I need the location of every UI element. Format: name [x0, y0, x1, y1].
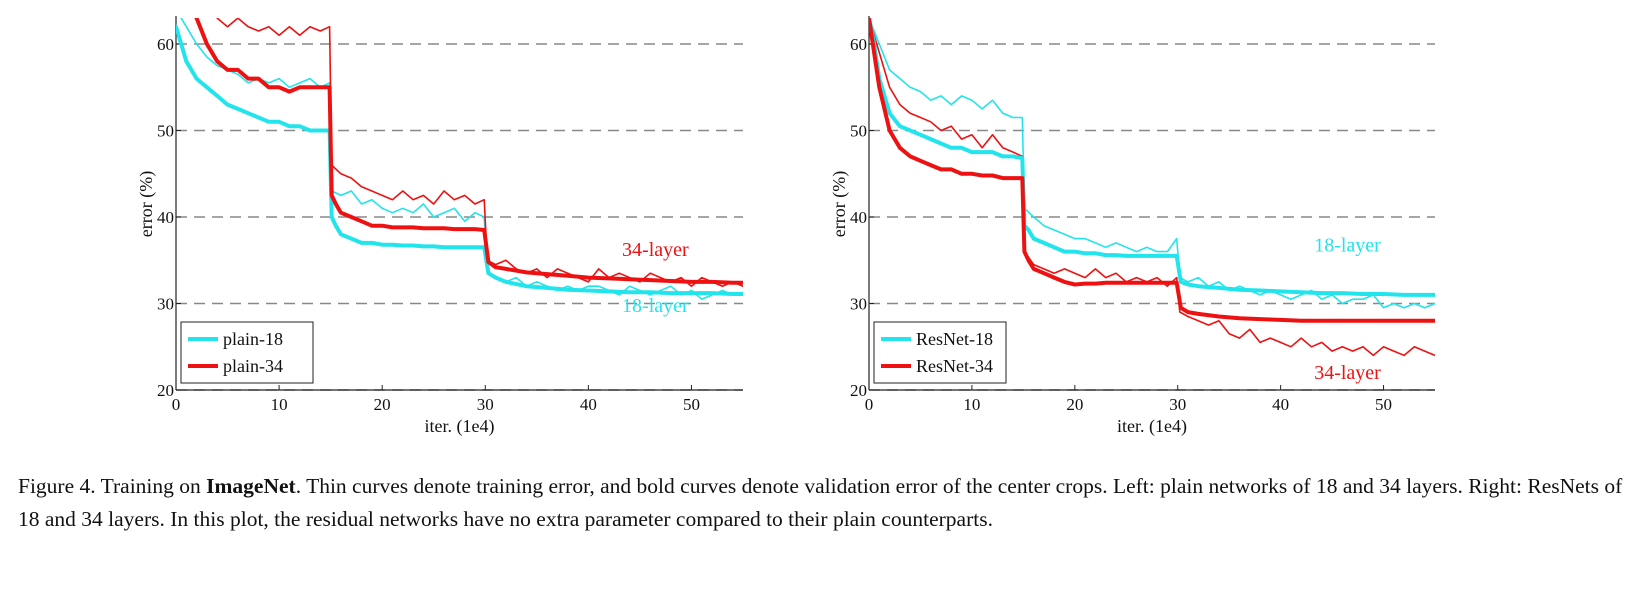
- series-line-plain-34-val: [194, 18, 743, 285]
- y-tick-label: 20: [157, 381, 174, 400]
- y-axis-label: error (%): [829, 171, 850, 237]
- y-tick-label: 20: [850, 381, 867, 400]
- plot-area: [176, 18, 743, 300]
- annotation-34-layer: 34-layer: [622, 239, 689, 261]
- annotation-34-layer: 34-layer: [1314, 362, 1381, 384]
- plot-area: [869, 18, 1435, 357]
- y-tick-label: 50: [157, 122, 174, 141]
- chart-left-plain-networks: 20 30 40 50 60 0 10 20 30 40 50 iter. (1e4) error (%…: [136, 16, 743, 437]
- caption-bold-imagenet: ImageNet: [206, 474, 296, 498]
- x-tick-label: 20: [374, 395, 391, 414]
- y-tick-label: 40: [850, 208, 867, 227]
- annotation-18-layer: 18-layer: [622, 295, 689, 317]
- legend-label: ResNet-18: [916, 329, 993, 349]
- x-tick-label: 10: [271, 395, 288, 414]
- x-tick-label: 10: [963, 395, 980, 414]
- x-tick-label: 50: [683, 395, 700, 414]
- caption-prefix: Figure 4. Training on: [18, 474, 207, 498]
- legend-label: ResNet-34: [916, 356, 993, 376]
- y-tick-label: 30: [850, 295, 867, 314]
- x-tick-label: 30: [1169, 395, 1186, 414]
- series-line-plain-18-val: [176, 24, 743, 296]
- series-line-resnet-18-train: [869, 18, 1435, 309]
- series-line-resnet-34-val: [869, 18, 1435, 323]
- y-tick-label: 60: [850, 35, 867, 54]
- legend: ResNet-18 ResNet-34: [873, 321, 1007, 384]
- series-line-resnet-18-val: [869, 18, 1435, 297]
- x-tick-label: 40: [580, 395, 597, 414]
- annotation-18-layer: 18-layer: [1314, 235, 1381, 257]
- y-tick-label: 30: [157, 295, 174, 314]
- legend: plain-18 plain-34: [180, 321, 314, 384]
- legend-label: plain-18: [223, 329, 283, 349]
- x-tick-label: 50: [1375, 395, 1392, 414]
- y-tick-label: 60: [157, 35, 174, 54]
- x-axis-label: iter. (1e4): [425, 416, 495, 437]
- legend-box: [873, 321, 1007, 384]
- figure-caption: Figure 4. Training on ImageNet. Thin cur…: [18, 470, 1636, 536]
- series-line-plain-34-train: [216, 18, 743, 287]
- chart-right-resnets: 20 30 40 50 60 0 10 20 30 40 50 iter. (1e4) error (%…: [829, 16, 1435, 437]
- legend-box: [180, 321, 314, 384]
- x-axis-label: iter. (1e4): [1117, 416, 1187, 437]
- caption-rest: . Thin curves denote training error, and…: [18, 474, 1623, 531]
- y-tick-label: 50: [850, 122, 867, 141]
- y-axis-label: error (%): [136, 171, 157, 237]
- x-tick-label: 0: [865, 395, 874, 414]
- x-tick-label: 0: [172, 395, 181, 414]
- series-line-resnet-34-train: [869, 18, 1435, 357]
- x-tick-label: 30: [477, 395, 494, 414]
- y-tick-label: 40: [157, 208, 174, 227]
- legend-label: plain-34: [223, 356, 283, 376]
- x-tick-label: 40: [1272, 395, 1289, 414]
- x-tick-label: 20: [1066, 395, 1083, 414]
